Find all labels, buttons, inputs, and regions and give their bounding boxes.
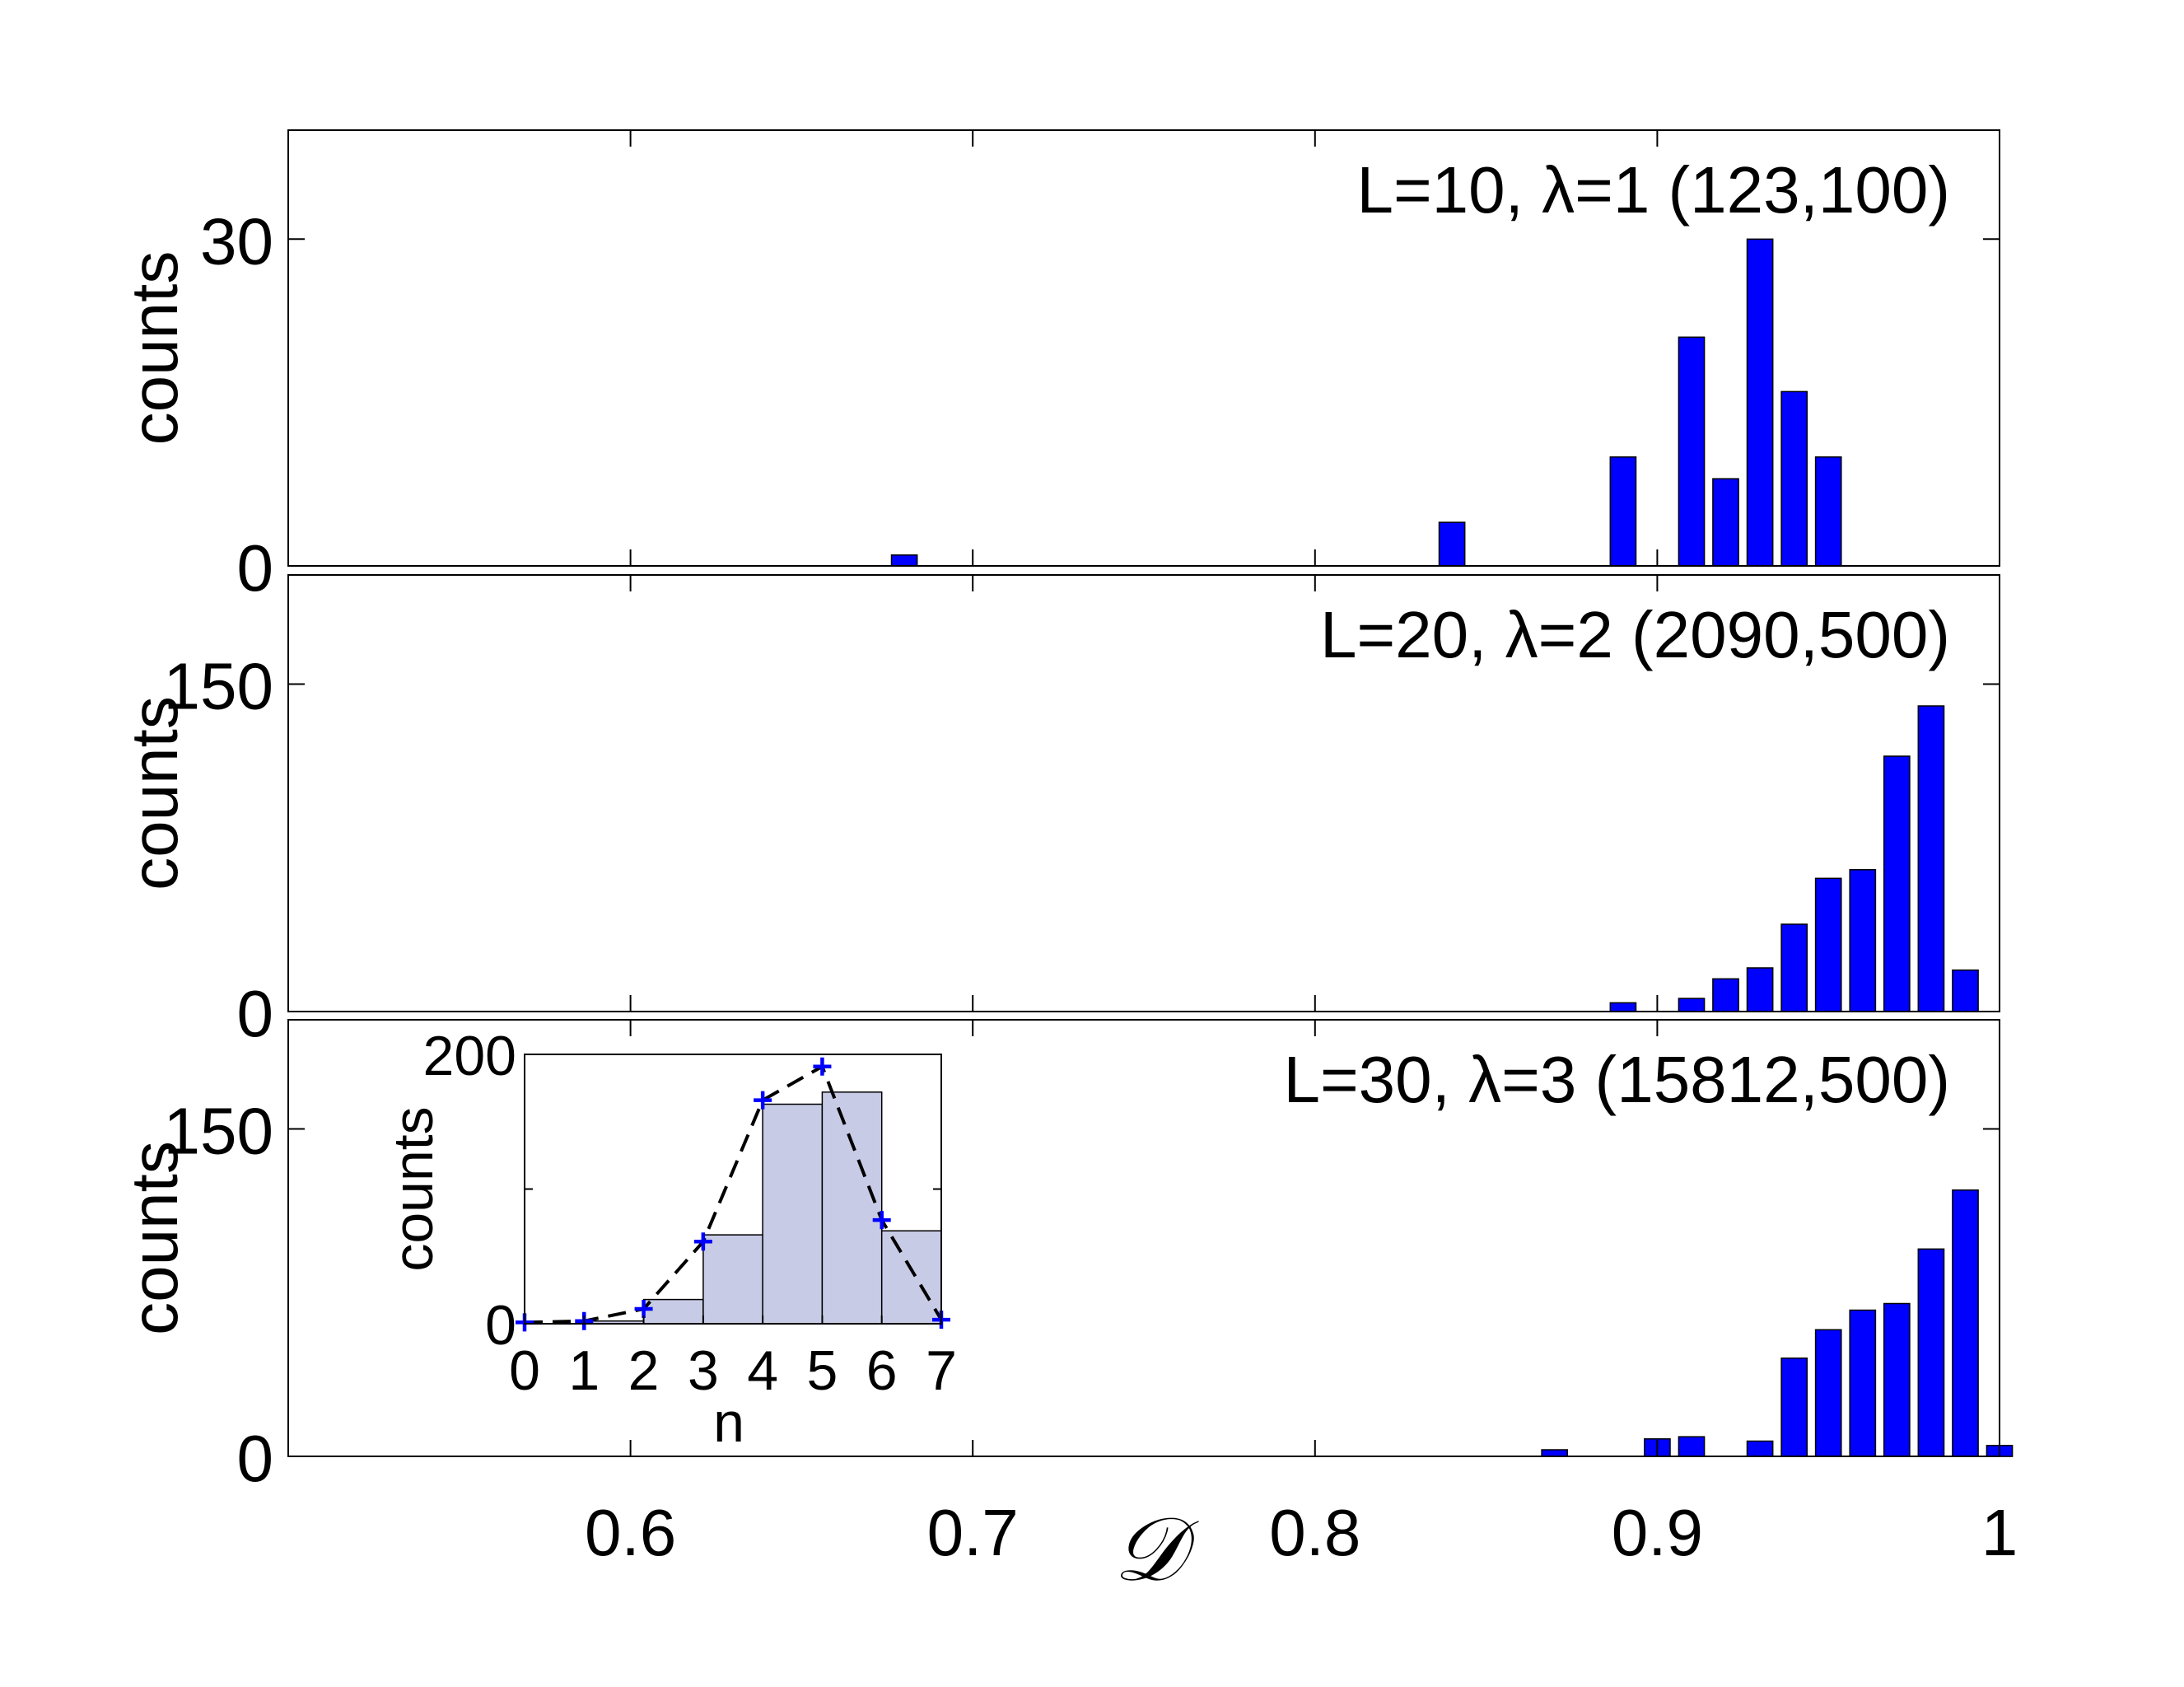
y-tick-label: 30 <box>200 204 273 278</box>
inset-bar <box>821 1091 883 1325</box>
bar <box>1780 390 1808 567</box>
bar <box>1952 1189 1979 1457</box>
inset-bar <box>642 1298 704 1325</box>
panel-title: L=30, λ=3 (15812,500) <box>1283 1043 1950 1116</box>
inset-x-tick-label: 7 <box>926 1339 957 1402</box>
y-tick-label: 150 <box>164 650 273 723</box>
inset-x-tick-label: 3 <box>688 1339 719 1402</box>
inset-y-tick-label: 200 <box>423 1025 516 1087</box>
bar <box>1883 1302 1911 1457</box>
bar <box>1883 755 1911 1012</box>
bar <box>1712 978 1739 1012</box>
bar <box>1917 705 1945 1012</box>
x-tick-label: 0.6 <box>585 1496 676 1569</box>
inset-y-axis-label: counts <box>382 1106 445 1271</box>
bar <box>1609 456 1637 567</box>
bar <box>1814 1329 1842 1457</box>
y-tick-label: 150 <box>164 1095 273 1168</box>
bar <box>1541 1449 1569 1457</box>
bar <box>1746 967 1774 1012</box>
bar <box>1712 478 1739 567</box>
axes-frame <box>287 1019 2000 1457</box>
y-tick-label: 0 <box>237 1422 274 1495</box>
inset-bar <box>762 1103 824 1325</box>
inset-x-tick-label: 4 <box>747 1339 778 1402</box>
inset-x-tick-label: 6 <box>866 1339 898 1402</box>
bar <box>1746 1440 1774 1457</box>
x-tick-label: 0.8 <box>1269 1496 1360 1569</box>
inset-x-tick-label: 5 <box>807 1339 838 1402</box>
x-tick-label: 1 <box>1981 1496 2018 1569</box>
bar <box>1678 336 1706 567</box>
bar <box>1952 969 1979 1012</box>
bar <box>1746 238 1774 567</box>
inset-marker <box>813 1057 832 1076</box>
y-tick-label: 0 <box>237 977 274 1050</box>
x-axis-label: 𝒟 <box>1113 1498 1199 1601</box>
y-tick-label: 0 <box>237 531 274 605</box>
axes-frame <box>287 129 2000 567</box>
bar <box>1814 877 1842 1012</box>
inset-y-tick-label: 0 <box>485 1294 516 1357</box>
bar <box>1917 1248 1945 1457</box>
inset-x-tick-label: 1 <box>568 1339 600 1402</box>
y-axis-label: counts <box>118 696 191 890</box>
bar <box>890 554 918 567</box>
x-tick-label: 0.9 <box>1612 1496 1703 1569</box>
bar <box>1678 998 1706 1012</box>
inset-dashed-curve <box>524 1063 943 1325</box>
bar <box>1849 1309 1877 1457</box>
inset-marker <box>754 1091 772 1110</box>
bar <box>1849 869 1877 1012</box>
bar <box>1814 456 1842 567</box>
inset-panel: 0 1 2 3 4 5 6 7 0 200 counts n <box>382 1025 957 1454</box>
inset-marker <box>872 1211 891 1230</box>
bar <box>1780 1358 1808 1457</box>
bar <box>1438 521 1466 567</box>
inset-x-axis-label: n <box>713 1391 744 1454</box>
bar <box>1678 1436 1706 1457</box>
panel-title: L=20, λ=2 (2090,500) <box>1320 598 1950 671</box>
inset-bar <box>880 1230 942 1325</box>
x-tick-label: 0.7 <box>927 1496 1019 1569</box>
inset-x-tick-label: 2 <box>628 1339 660 1402</box>
y-axis-label: counts <box>118 251 191 446</box>
inset-marker <box>634 1300 653 1319</box>
bar <box>1780 923 1808 1012</box>
inset-bar <box>702 1234 763 1325</box>
y-axis-label: counts <box>118 1141 191 1335</box>
inset-marker <box>693 1232 712 1251</box>
inset-x-tick-label: 0 <box>509 1339 540 1402</box>
axes-frame <box>287 574 2000 1012</box>
panel-title: L=10, λ=1 (123,100) <box>1356 153 1950 227</box>
bar <box>1609 1002 1637 1012</box>
